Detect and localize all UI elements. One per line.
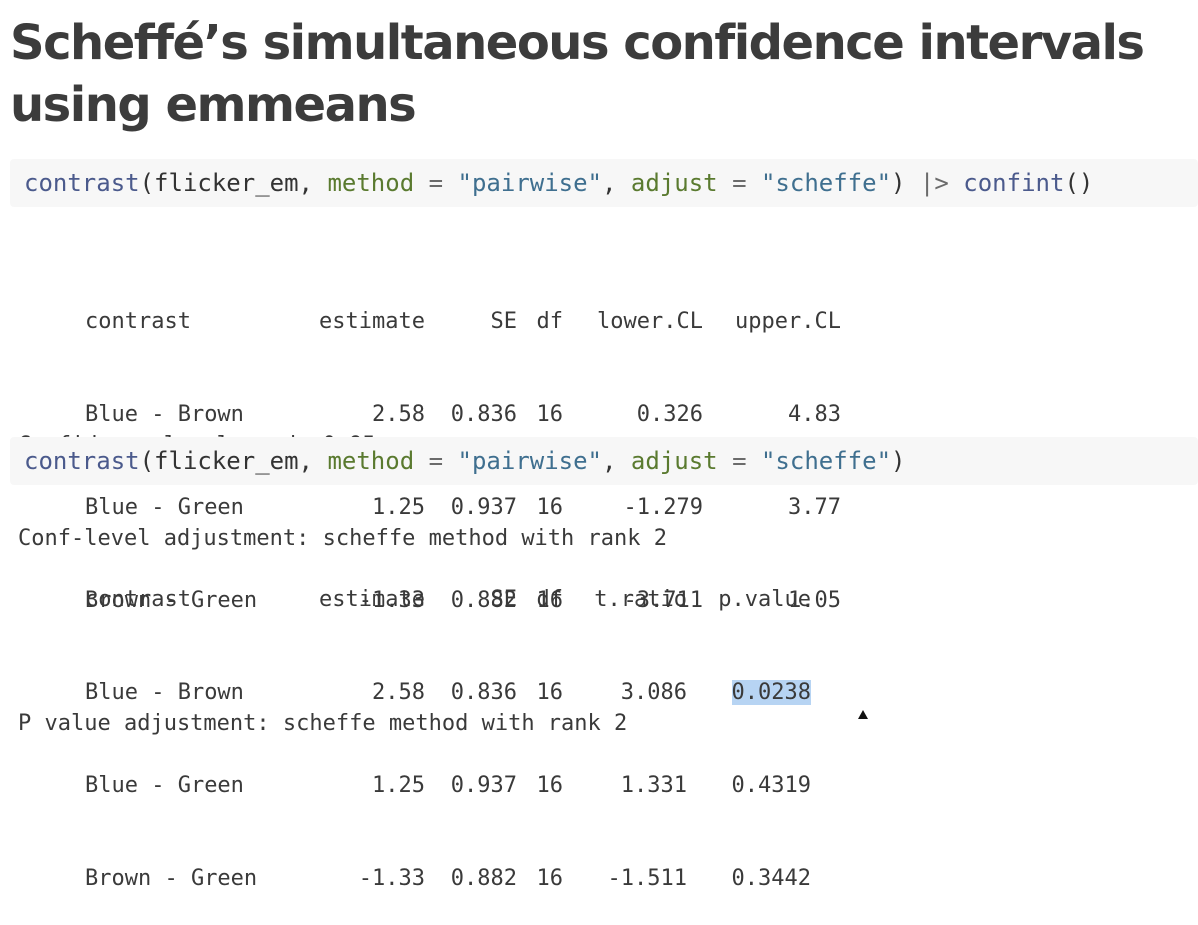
code-string-scheffe: "scheffe" bbox=[760, 169, 892, 197]
code-paren-open: ( bbox=[139, 447, 155, 475]
code-argument: flicker_em bbox=[154, 447, 299, 475]
cell-lower-cl: -1.279 bbox=[623, 495, 703, 520]
code-param-method: method bbox=[327, 169, 415, 197]
header-contrast: contrast bbox=[84, 587, 191, 612]
slide-title: Scheffé’s simultaneous confidence interv… bbox=[10, 15, 1145, 133]
code-pipe-operator: |> bbox=[905, 169, 964, 197]
cell-upper-cl: 1.05 bbox=[788, 588, 841, 613]
mouse-cursor-icon bbox=[858, 710, 868, 719]
code-function-confint: confint bbox=[963, 169, 1065, 197]
cell-contrast: Blue - Green bbox=[84, 773, 244, 798]
cell-estimate: -1.33 bbox=[358, 588, 425, 613]
cell-se: 0.937 bbox=[450, 495, 517, 520]
output-notes-contrast: P value adjustment: scheffe method with … bbox=[18, 646, 627, 770]
table-header-row: contrast estimate SE df t.ratio p.value bbox=[32, 553, 811, 612]
header-t-ratio: t.ratio bbox=[594, 587, 687, 612]
code-comma: , bbox=[298, 169, 328, 197]
cell-estimate: 1.25 bbox=[372, 495, 425, 520]
header-upper-cl: upper.CL bbox=[735, 309, 841, 334]
cell-upper-cl: 4.83 bbox=[788, 402, 841, 427]
cell-t-ratio: 1.331 bbox=[620, 773, 687, 798]
cell-estimate: 2.58 bbox=[372, 402, 425, 427]
code-chunk-contrast[interactable]: contrast(flicker_em, method = "pairwise"… bbox=[10, 437, 1198, 485]
header-df: df bbox=[536, 309, 563, 334]
code-string-pairwise: "pairwise" bbox=[457, 169, 603, 197]
cell-t-ratio: -1.511 bbox=[607, 866, 687, 891]
code-comma: , bbox=[298, 447, 328, 475]
code-chunk-confint[interactable]: contrast(flicker_em, method = "pairwise"… bbox=[10, 159, 1198, 207]
header-contrast: contrast bbox=[84, 309, 191, 334]
cell-p-value: 0.3442 bbox=[731, 866, 811, 891]
cell-estimate: 2.58 bbox=[372, 680, 425, 705]
code-param-adjust: adjust bbox=[630, 447, 718, 475]
cell-se: 0.836 bbox=[450, 402, 517, 427]
cell-se: 0.882 bbox=[450, 588, 517, 613]
cell-lower-cl: -3.711 bbox=[623, 588, 703, 613]
code-operator: = bbox=[717, 447, 761, 475]
code-comma: , bbox=[602, 169, 631, 197]
cell-df: 16 bbox=[536, 495, 563, 520]
cell-df: 16 bbox=[536, 588, 563, 613]
table-row[interactable]: Blue - Green 1.25 0.937 16 -1.279 3.77 bbox=[32, 461, 841, 520]
code-function: contrast bbox=[24, 169, 140, 197]
cell-contrast: Brown - Green bbox=[84, 866, 258, 891]
cell-se: 0.836 bbox=[450, 680, 517, 705]
table-header-row: contrast estimate SE df lower.CL upper.CL bbox=[32, 275, 841, 334]
code-paren-close: ) bbox=[891, 447, 906, 475]
cell-upper-cl: 3.77 bbox=[788, 495, 841, 520]
table-row[interactable]: Blue - Brown 2.58 0.836 16 0.326 4.83 bbox=[32, 368, 841, 427]
cell-p-value: 0.0238 bbox=[687, 677, 811, 708]
cell-df: 16 bbox=[536, 866, 563, 891]
table-row[interactable]: Blue - Brown 2.58 0.836 16 3.086 0.0238 bbox=[32, 646, 811, 705]
code-paren-open: ( bbox=[139, 169, 155, 197]
cell-contrast: Blue - Green bbox=[84, 495, 244, 520]
header-se: SE bbox=[490, 309, 517, 334]
code-paren-close: ) bbox=[891, 169, 906, 197]
note-p-value-adjustment: P value adjustment: scheffe method with … bbox=[18, 711, 628, 736]
cell-df: 16 bbox=[536, 680, 563, 705]
table-row[interactable]: Brown - Green -1.33 0.882 16 -3.711 1.05 bbox=[32, 554, 841, 613]
code-param-method: method bbox=[327, 447, 415, 475]
code-string-scheffe: "scheffe" bbox=[760, 447, 892, 475]
cell-estimate: 1.25 bbox=[372, 773, 425, 798]
code-operator: = bbox=[414, 447, 458, 475]
cell-df: 16 bbox=[536, 402, 563, 427]
code-operator: = bbox=[414, 169, 458, 197]
header-se: SE bbox=[490, 587, 517, 612]
cell-p-value: 0.4319 bbox=[731, 773, 811, 798]
code-param-adjust: adjust bbox=[630, 169, 718, 197]
code-comma: , bbox=[602, 447, 631, 475]
header-df: df bbox=[536, 587, 563, 612]
cell-lower-cl: 0.326 bbox=[636, 402, 703, 427]
output-table-confint: contrast estimate SE df lower.CL upper.CL Blu… bbox=[32, 213, 841, 616]
header-lower-cl: lower.CL bbox=[597, 309, 703, 334]
code-parens: () bbox=[1064, 169, 1094, 197]
code-operator: = bbox=[717, 169, 761, 197]
header-estimate: estimate bbox=[319, 309, 425, 334]
code-function: contrast bbox=[24, 447, 140, 475]
note-conf-level-adjustment: Conf-level adjustment: scheffe method wi… bbox=[18, 526, 668, 551]
highlighted-selection[interactable]: 0.0238 bbox=[731, 680, 811, 705]
cell-contrast: Blue - Brown bbox=[84, 402, 244, 427]
header-p-value: p.value bbox=[718, 587, 811, 612]
cell-contrast: Brown - Green bbox=[84, 588, 258, 613]
code-argument: flicker_em bbox=[154, 169, 299, 197]
cell-contrast: Blue - Brown bbox=[84, 680, 244, 705]
cell-estimate: -1.33 bbox=[358, 866, 425, 891]
cell-t-ratio: 3.086 bbox=[620, 680, 687, 705]
cell-df: 16 bbox=[536, 773, 563, 798]
cell-se: 0.882 bbox=[450, 866, 517, 891]
table-row[interactable]: Brown - Green -1.33 0.882 16 -1.511 0.3442 bbox=[32, 832, 811, 891]
code-string-pairwise: "pairwise" bbox=[457, 447, 603, 475]
cell-se: 0.937 bbox=[450, 773, 517, 798]
header-estimate: estimate bbox=[319, 587, 425, 612]
